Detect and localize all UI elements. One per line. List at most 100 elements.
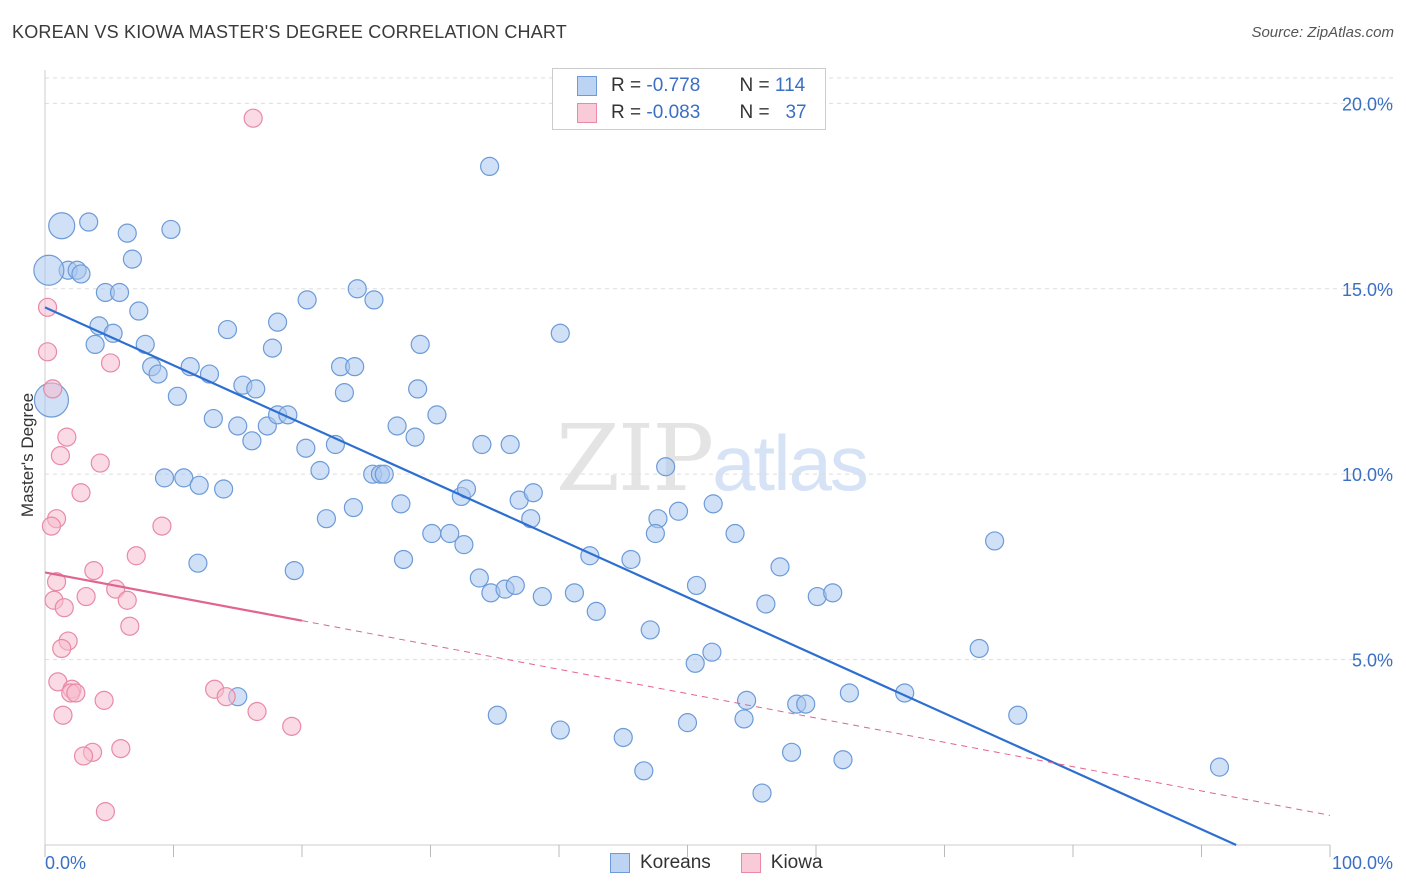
korean-point xyxy=(532,586,552,607)
legend-item-kiowa: Kiowa xyxy=(740,852,823,874)
korean-point xyxy=(487,705,507,725)
korean-point xyxy=(770,557,790,577)
kiowa-point xyxy=(94,690,114,710)
kiowa-point xyxy=(117,590,137,610)
korean-point xyxy=(796,694,816,714)
kiowa-point xyxy=(152,516,172,536)
kiowa-point xyxy=(216,687,236,707)
korean-point xyxy=(1209,757,1230,777)
korean-point xyxy=(71,264,91,284)
kiowa-trend-extension xyxy=(301,620,1331,816)
korean-point xyxy=(188,553,208,573)
korean-point xyxy=(109,282,130,303)
watermark-atlas: atlas xyxy=(712,419,869,507)
korean-point xyxy=(410,334,430,355)
y-tick-label: 10.0% xyxy=(1342,465,1393,485)
korean-point xyxy=(214,479,234,499)
korean-point xyxy=(79,212,99,232)
korean-point xyxy=(246,379,266,399)
korean-point xyxy=(117,223,137,243)
r-label: R = xyxy=(611,102,642,123)
korean-point xyxy=(440,523,460,544)
korean-point xyxy=(645,523,665,544)
korean-point xyxy=(122,249,142,269)
kiowa-point xyxy=(76,586,96,607)
korean-point xyxy=(228,416,248,436)
korean-point xyxy=(217,319,238,340)
korean-point xyxy=(621,549,641,570)
y-tick-label: 15.0% xyxy=(1342,280,1393,300)
korean-point xyxy=(613,727,633,748)
korean-point xyxy=(677,713,698,733)
korean-point xyxy=(422,523,442,544)
korean-point xyxy=(343,497,363,518)
korean-point xyxy=(316,509,337,529)
korean-point xyxy=(262,338,283,358)
n-value: 37 xyxy=(785,102,807,123)
korean-point xyxy=(103,323,123,343)
kiowa-point xyxy=(100,353,121,373)
korean-point xyxy=(85,334,105,355)
korean-point xyxy=(685,653,705,673)
korean-point xyxy=(405,427,425,447)
kiowa-point xyxy=(243,108,263,128)
legend-item-koreans: Koreans xyxy=(610,852,711,874)
watermark: ZIPatlas xyxy=(556,405,869,512)
correlation-legend: R = -0.778 N = 114 R = -0.083 N = 37 xyxy=(552,68,826,130)
korean-point xyxy=(154,468,175,488)
korean-point xyxy=(985,531,1005,551)
kiowa-point xyxy=(53,705,73,725)
legend-label-kiowa: Kiowa xyxy=(770,852,823,873)
x-tick-label: 100.0% xyxy=(1332,853,1393,873)
korean-point xyxy=(296,438,316,458)
korean-point xyxy=(550,720,570,740)
korean-point xyxy=(833,750,853,770)
kiowa-point xyxy=(73,746,94,766)
korean-point xyxy=(839,683,860,703)
korean-point xyxy=(668,501,689,521)
korean-point xyxy=(345,357,365,377)
chart-title: KOREAN VS KIOWA MASTER'S DEGREE CORRELAT… xyxy=(12,22,567,42)
korean-point xyxy=(586,601,606,621)
korean-point xyxy=(297,290,317,310)
korean-point xyxy=(387,416,407,436)
korean-point xyxy=(756,594,776,614)
korean-point xyxy=(364,290,384,310)
kiowa-trend-line xyxy=(44,571,303,622)
korean-point xyxy=(33,254,65,286)
korean-point xyxy=(564,583,585,603)
korean-point xyxy=(634,761,654,781)
korean-point xyxy=(203,408,223,429)
kiowa-point xyxy=(46,572,67,592)
korean-point xyxy=(640,620,660,640)
korean-point xyxy=(334,383,355,403)
korean-point xyxy=(374,464,394,484)
korean-point xyxy=(521,509,541,529)
korean-point xyxy=(393,549,414,570)
korean-point xyxy=(686,575,707,596)
korean-point xyxy=(969,638,989,659)
kiowa-point xyxy=(247,701,267,722)
kiowa-point xyxy=(95,802,115,822)
kiowa-swatch xyxy=(740,853,761,873)
koreans-swatch xyxy=(577,76,597,96)
kiowa-point xyxy=(66,683,86,703)
korean-point xyxy=(310,460,330,481)
y-tick-label: 20.0% xyxy=(1342,94,1393,114)
korean-point xyxy=(505,575,525,596)
kiowa-point xyxy=(43,379,63,399)
korean-point xyxy=(391,494,411,514)
korean-point xyxy=(737,690,757,710)
legend-label-koreans: Koreans xyxy=(640,852,711,873)
korean-point xyxy=(550,323,570,343)
kiowa-point xyxy=(126,546,146,566)
y-tick-label: 5.0% xyxy=(1352,651,1393,671)
korean-point xyxy=(167,386,187,406)
korean-point xyxy=(469,568,489,588)
korean-point xyxy=(427,405,447,425)
r-value: -0.778 xyxy=(646,75,701,96)
korean-point xyxy=(734,709,754,729)
kiowa-point xyxy=(50,446,71,466)
watermark-zip: ZIP xyxy=(556,405,714,512)
